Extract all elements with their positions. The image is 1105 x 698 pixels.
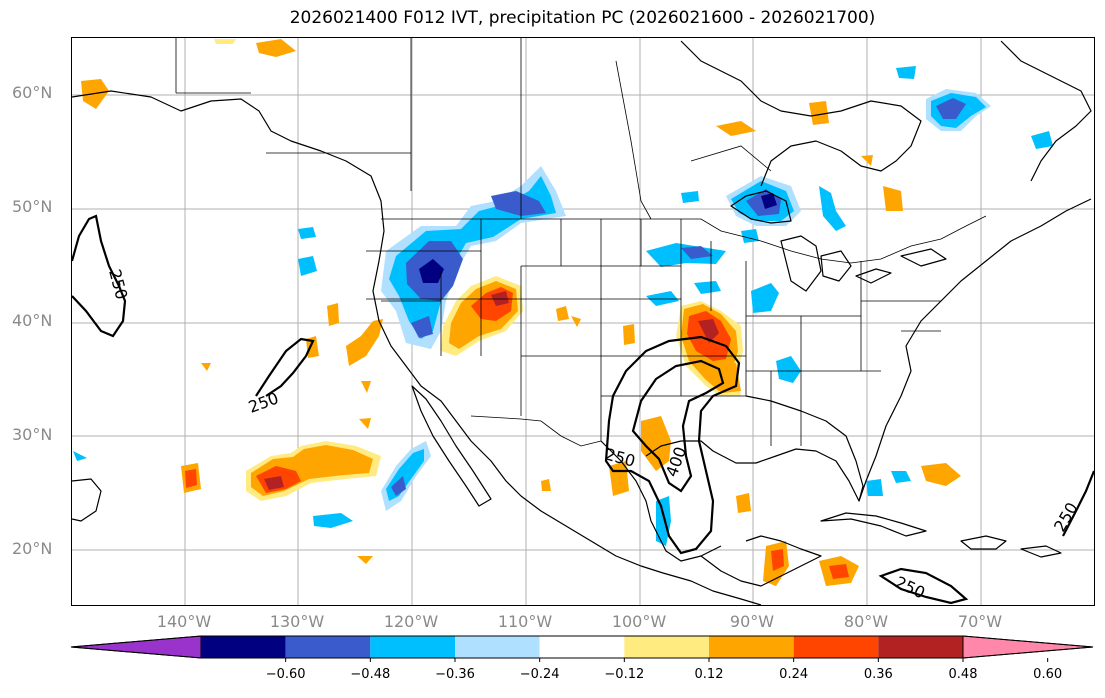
- map-canvas: 250 250 250 400 250 250: [72, 38, 1094, 605]
- contour-labels: 250 250 250 400 250 250: [105, 267, 1082, 602]
- colorbar-tick-label: 0.60: [1033, 667, 1063, 682]
- precip-anomaly-shading: [73, 39, 1053, 586]
- map-panel[interactable]: 250 250 250 400 250 250: [71, 37, 1095, 606]
- colorbar-segment: [370, 636, 455, 658]
- ivt-contour-400-gulf: [631, 359, 725, 493]
- lon-label-90w: 90°W: [729, 612, 775, 631]
- colorbar-segment: [709, 636, 794, 658]
- colorbar-outline: [70, 635, 1094, 659]
- lon-label-130w: 130°W: [269, 612, 325, 631]
- lon-label-110w: 110°W: [497, 612, 553, 631]
- contour-label-250-caribbean: 250: [892, 572, 928, 602]
- colorbar-segment: [624, 636, 709, 658]
- map-title: 2026021400 F012 IVT, precipitation PC (2…: [289, 8, 876, 28]
- lon-label-70w: 70°W: [957, 612, 1003, 631]
- colorbar-tick-label: 0.48: [948, 667, 978, 682]
- contour-label-250-atlantic: 250: [1050, 499, 1082, 535]
- colorbar-tick-label: 0.12: [694, 667, 724, 682]
- colorbar-tick-label: −0.24: [519, 667, 560, 682]
- colorbar-segment: [455, 636, 540, 658]
- contour-label-250-west: 250: [105, 267, 131, 301]
- ivt-contour-250-gulf: [604, 335, 741, 555]
- lat-label-20: 20°N: [12, 539, 53, 558]
- ivt-contours: [72, 214, 1094, 605]
- colorbar-extend-high: [962, 635, 1094, 659]
- colorbar-tick-label: −0.60: [265, 667, 306, 682]
- colorbar-tick-label: −0.36: [435, 667, 475, 682]
- coastlines: [72, 40, 1092, 605]
- contour-label-250-gulf: 250: [603, 445, 637, 471]
- colorbar-segment: [201, 636, 286, 658]
- colorbar-extend-low: [70, 635, 202, 659]
- colorbar-segment: [878, 636, 963, 658]
- lat-label-60: 60°N: [12, 83, 53, 102]
- colorbar-tick-label: 0.24: [779, 667, 809, 682]
- colorbar-segment: [793, 636, 879, 658]
- contour-label-250-pacific: 250: [246, 388, 281, 416]
- lat-label-40: 40°N: [12, 311, 53, 330]
- colorbar-tick-label: −0.12: [604, 667, 645, 682]
- lat-label-30: 30°N: [12, 425, 53, 444]
- ivt-contour-250-atlantic: [1062, 470, 1094, 537]
- graticule: [72, 38, 1094, 605]
- lon-label-120w: 120°W: [383, 612, 439, 631]
- colorbar: [70, 635, 1094, 662]
- lat-label-50: 50°N: [12, 197, 53, 216]
- ivt-contour-250-west: [72, 214, 127, 338]
- colorbar-tick-label: 0.36: [863, 667, 893, 682]
- lon-label-80w: 80°W: [843, 612, 889, 631]
- ivt-contour-250-caribbean: [878, 567, 969, 605]
- colorbar-tick-label: −0.48: [350, 667, 391, 682]
- lon-label-100w: 100°W: [611, 612, 667, 631]
- ivt-contour-250-pacific: [255, 337, 315, 397]
- colorbar-segment: [285, 636, 371, 658]
- lon-label-140w: 140°W: [156, 612, 212, 631]
- colorbar-segment: [539, 636, 625, 658]
